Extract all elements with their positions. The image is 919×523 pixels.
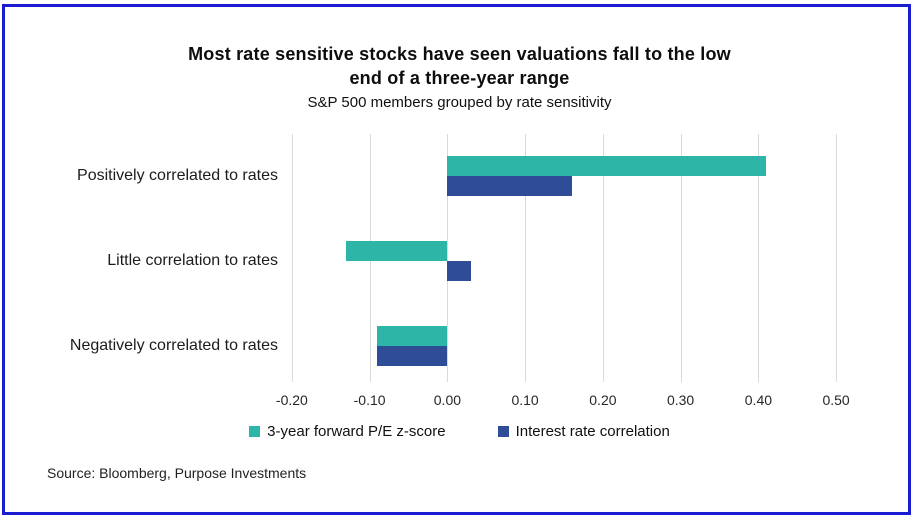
legend-label-pe-zscore: 3-year forward P/E z-score (267, 423, 446, 440)
gridline (447, 134, 449, 382)
legend-swatch-teal-icon (249, 426, 261, 437)
bar-series-1-row-0 (447, 176, 572, 196)
chart-header: Most rate sensitive stocks have seen val… (0, 42, 919, 113)
x-axis-tick-label: 0.30 (666, 392, 695, 408)
x-axis-tick-label: 0.00 (433, 392, 462, 408)
bar-series-1-row-2 (377, 346, 448, 366)
x-axis-tick-label: -0.20 (275, 392, 308, 408)
x-axis-tick-label: 0.40 (744, 392, 773, 408)
bar-chart: -0.20 -0.10 0.00 0.10 0.20 0.30 0.40 0.50 Positi… (0, 134, 919, 408)
bar-series-0-row-2 (377, 326, 448, 346)
category-label: Little correlation to rates (107, 252, 278, 269)
bar-series-1-row-1 (447, 261, 471, 281)
gridline (291, 134, 293, 382)
gridline (680, 134, 682, 382)
category-label: Negatively correlated to rates (69, 337, 278, 354)
bar-series-0-row-0 (447, 156, 767, 176)
category-label: Positively correlated to rates (77, 167, 278, 184)
gridline (758, 134, 760, 382)
chart-title-line1: Most rate sensitive stocks have seen val… (188, 44, 731, 64)
gridline (602, 134, 604, 382)
x-axis-tick-label: 0.50 (822, 392, 850, 408)
source-note: Source: Bloomberg, Purpose Investments (47, 465, 307, 481)
x-axis-tick-label: -0.10 (353, 392, 386, 408)
legend-item-pe-zscore: 3-year forward P/E z-score (249, 423, 446, 440)
chart-title-line2: end of a three-year range (349, 68, 570, 88)
bar-series-0-row-1 (346, 241, 448, 261)
legend-swatch-navy-icon (497, 426, 509, 437)
legend-item-interest-rate: Interest rate correlation (497, 423, 670, 440)
gridline (525, 134, 527, 382)
chart-subtitle: S&P 500 members grouped by rate sensitiv… (307, 94, 612, 111)
x-axis-tick-label: 0.10 (511, 392, 539, 408)
plot-area (253, 134, 875, 382)
chart-legend: 3-year forward P/E z-score Interest rate… (0, 423, 919, 440)
chart-frame-border (2, 4, 911, 515)
legend-label-interest-rate: Interest rate correlation (515, 423, 670, 440)
x-axis-tick-label: 0.20 (589, 392, 617, 408)
gridline (836, 134, 838, 382)
